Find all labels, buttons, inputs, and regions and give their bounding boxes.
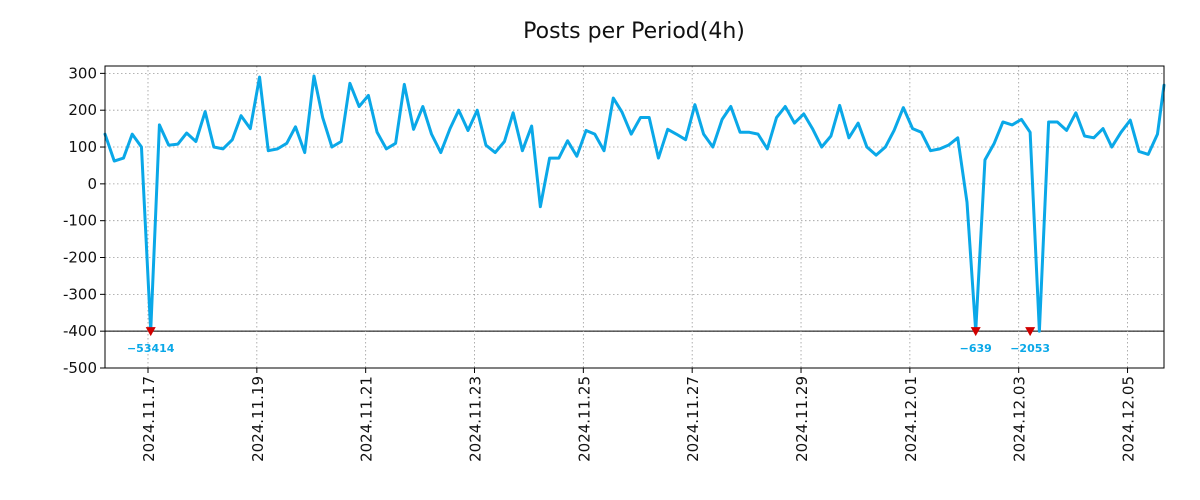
- y-tick-label: 100: [68, 138, 97, 156]
- x-tick-label: 2024.11.27: [684, 376, 702, 462]
- x-tick-label: 2024.12.03: [1011, 376, 1029, 462]
- x-tick-label: 2024.11.25: [575, 376, 593, 462]
- x-tick-label: 2024.11.19: [249, 376, 267, 462]
- x-tick-label: 2024.11.23: [467, 376, 485, 462]
- chart-title: Posts per Period(4h): [523, 19, 745, 44]
- plot-frame: [104, 65, 1165, 369]
- y-tick-label: 0: [87, 175, 97, 193]
- x-tick-label: 2024.12.01: [902, 376, 920, 462]
- y-tick-label: 200: [68, 101, 97, 119]
- series-layer: [103, 74, 1166, 333]
- grid: [105, 66, 1164, 368]
- annotations: −53414 −639 −2053: [127, 327, 1050, 355]
- y-tick-label: -100: [63, 212, 97, 230]
- y-tick-label: -200: [63, 249, 97, 267]
- y-tick-label: -400: [63, 322, 97, 340]
- annotation-marker: [970, 327, 981, 337]
- x-axis: 2024.11.17 2024.11.19 2024.11.21 2024.11.23…: [140, 368, 1138, 462]
- x-tick-label: 2024.11.29: [793, 376, 811, 462]
- annotation-marker: [1025, 327, 1036, 337]
- y-tick-label: -300: [63, 285, 97, 303]
- annotation-label: −2053: [1010, 342, 1050, 355]
- series-line-posts: [103, 74, 1166, 333]
- x-tick-label: 2024.12.05: [1120, 376, 1138, 462]
- annotation-label: −639: [960, 342, 992, 355]
- y-tick-label: 300: [68, 64, 97, 82]
- annotation-marker: [145, 327, 156, 337]
- x-tick-label: 2024.11.21: [358, 376, 376, 462]
- y-axis: 300 200 100 0 -100 -200 -300 -400 -500: [63, 64, 105, 377]
- y-tick-label: -500: [63, 359, 97, 377]
- annotation-label: −53414: [127, 342, 175, 355]
- x-tick-label: 2024.11.17: [140, 376, 158, 462]
